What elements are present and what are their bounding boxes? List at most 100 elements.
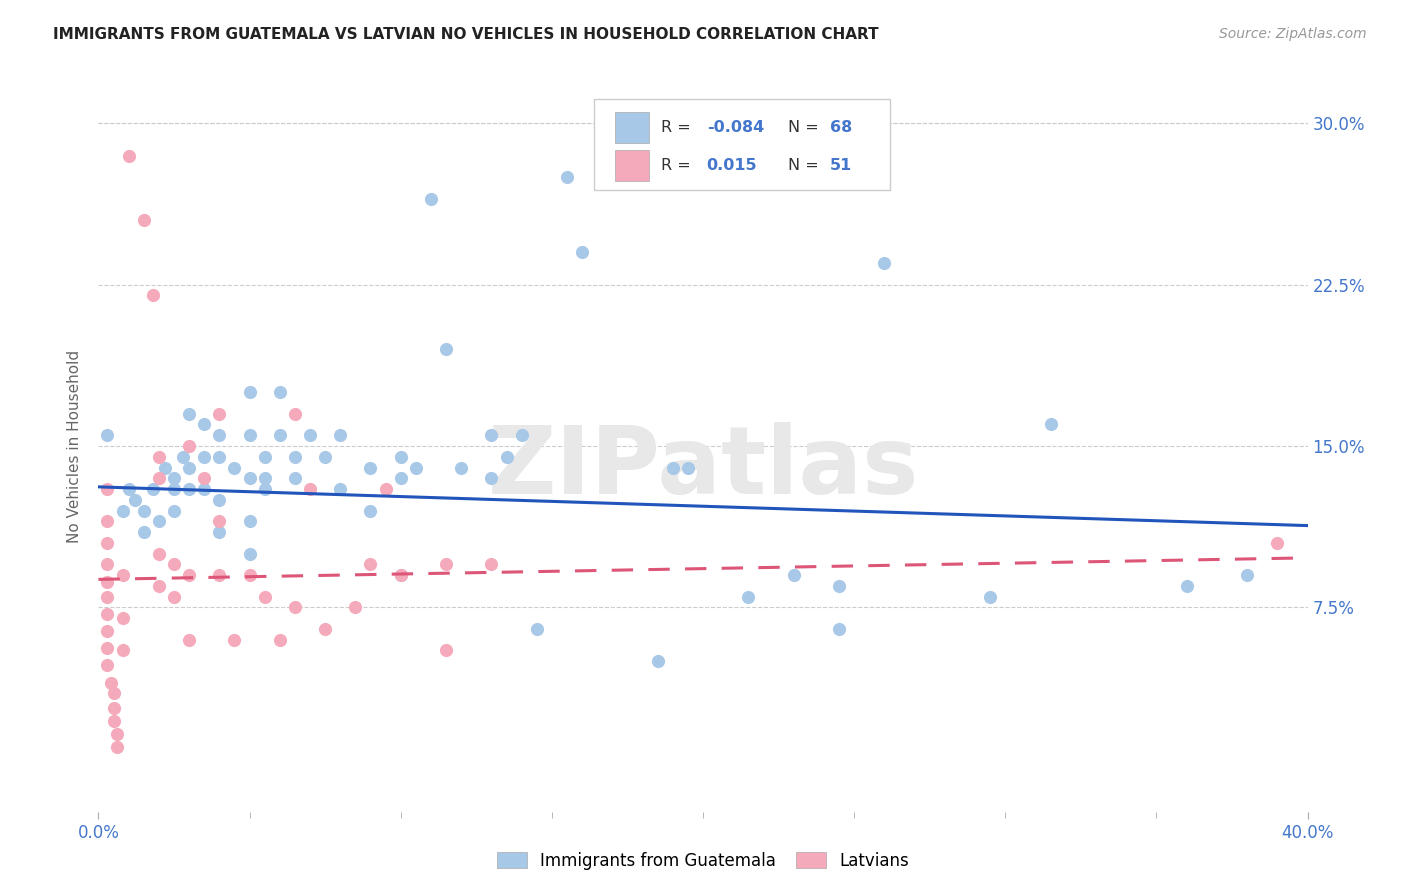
Point: [676, 460, 699, 475]
Point: [374, 482, 396, 496]
Point: [239, 471, 262, 485]
Point: [344, 600, 367, 615]
Point: [314, 450, 336, 464]
Point: [148, 514, 170, 528]
Point: [661, 460, 683, 475]
Point: [239, 428, 262, 442]
Point: [163, 503, 186, 517]
Point: [163, 558, 186, 572]
Point: [96, 514, 118, 528]
Point: [105, 727, 128, 741]
Point: [389, 471, 412, 485]
FancyBboxPatch shape: [614, 112, 648, 143]
Point: [360, 503, 382, 517]
Text: N =: N =: [787, 158, 824, 173]
Point: [179, 407, 201, 421]
Point: [208, 428, 231, 442]
Text: 68: 68: [830, 120, 852, 135]
Point: [148, 579, 170, 593]
Point: [96, 658, 118, 673]
Point: [510, 428, 533, 442]
Point: [389, 568, 412, 582]
Point: [495, 450, 517, 464]
Point: [979, 590, 1001, 604]
Point: [269, 428, 291, 442]
Point: [179, 460, 201, 475]
Point: [239, 514, 262, 528]
Point: [299, 482, 322, 496]
Point: [208, 450, 231, 464]
Point: [647, 654, 669, 668]
Point: [208, 492, 231, 507]
Point: [873, 256, 896, 270]
Point: [179, 482, 201, 496]
Point: [253, 471, 276, 485]
Point: [481, 558, 503, 572]
Point: [111, 503, 134, 517]
Point: [571, 245, 593, 260]
Point: [239, 547, 262, 561]
Point: [737, 590, 759, 604]
Point: [111, 643, 134, 657]
Point: [1236, 568, 1258, 582]
Point: [179, 568, 201, 582]
Point: [179, 439, 201, 453]
Point: [96, 574, 118, 589]
Point: [132, 524, 155, 539]
Point: [434, 342, 457, 356]
Point: [284, 450, 307, 464]
Point: [434, 643, 457, 657]
Point: [1267, 536, 1289, 550]
Point: [481, 428, 503, 442]
Point: [420, 192, 443, 206]
Point: [329, 482, 352, 496]
Point: [783, 568, 806, 582]
Text: ZIPatlas: ZIPatlas: [488, 422, 918, 514]
Point: [239, 385, 262, 400]
Point: [434, 558, 457, 572]
Point: [450, 460, 472, 475]
Point: [96, 536, 118, 550]
Point: [132, 503, 155, 517]
Point: [103, 701, 125, 715]
Point: [360, 460, 382, 475]
Point: [193, 482, 215, 496]
Point: [828, 579, 851, 593]
Point: [96, 590, 118, 604]
Point: [224, 632, 246, 647]
Point: [118, 482, 141, 496]
Point: [284, 471, 307, 485]
Point: [208, 524, 231, 539]
Text: 51: 51: [830, 158, 852, 173]
Point: [179, 632, 201, 647]
Point: [105, 740, 128, 755]
Point: [208, 407, 231, 421]
Text: Source: ZipAtlas.com: Source: ZipAtlas.com: [1219, 27, 1367, 41]
Point: [269, 632, 291, 647]
FancyBboxPatch shape: [614, 150, 648, 181]
Text: 0.015: 0.015: [707, 158, 758, 173]
Point: [111, 611, 134, 625]
Y-axis label: No Vehicles in Household: No Vehicles in Household: [67, 350, 83, 542]
Point: [1175, 579, 1198, 593]
Point: [163, 482, 186, 496]
Point: [284, 407, 307, 421]
Point: [329, 428, 352, 442]
Point: [253, 450, 276, 464]
Point: [153, 460, 176, 475]
Point: [481, 471, 503, 485]
Point: [103, 686, 125, 700]
Point: [193, 471, 215, 485]
Point: [555, 170, 578, 185]
Point: [96, 624, 118, 638]
Point: [253, 590, 276, 604]
Point: [224, 460, 246, 475]
Text: -0.084: -0.084: [707, 120, 763, 135]
Point: [526, 622, 548, 636]
Point: [132, 213, 155, 227]
Point: [148, 547, 170, 561]
Point: [163, 471, 186, 485]
Point: [284, 600, 307, 615]
Point: [142, 482, 165, 496]
Point: [103, 714, 125, 729]
